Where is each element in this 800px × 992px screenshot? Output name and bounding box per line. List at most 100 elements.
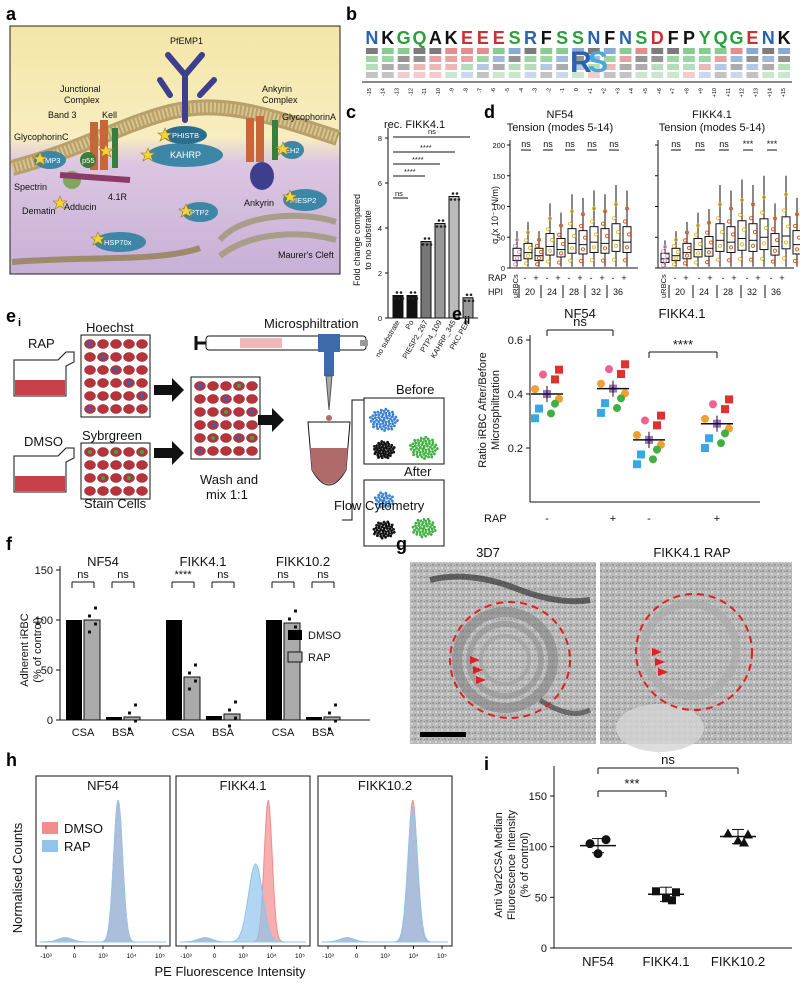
panel-d-box xyxy=(759,218,769,251)
histogram-frame xyxy=(175,775,311,947)
panel-eii-point xyxy=(597,379,605,388)
panel-i-yticks: 0 50 100 150 xyxy=(529,791,554,955)
label-microsphiltration: Microsphiltration xyxy=(264,316,359,331)
panel-d-sig-left: ns xyxy=(565,139,575,149)
logo-letter: G xyxy=(730,28,744,48)
panel-d-box xyxy=(737,220,747,251)
legend-dmso-swatch xyxy=(288,630,302,640)
panel-f-xlabel: CSA xyxy=(272,727,295,739)
panel-eii-point xyxy=(531,385,539,394)
panel-f-sig: **** xyxy=(174,569,192,581)
label-piesp2: PIESP2 xyxy=(290,196,316,205)
panel-i-ytick: 150 xyxy=(529,791,547,803)
panel-d-rap-minus: - xyxy=(698,273,701,283)
sequence-logo: N K G Q A K E E E S R F S S N F N S D F P Y Q G E N KRS xyxy=(365,28,790,79)
label-maurers-cleft: Maurer's Cleft xyxy=(278,250,334,260)
histogram-curve xyxy=(39,799,166,943)
panel-f-ytick: 100 xyxy=(35,615,53,627)
label-hoechst: Hoechst xyxy=(86,320,134,335)
logo-tick: -3 xyxy=(533,88,539,93)
panel-h-ylabel: Normalised Counts xyxy=(10,822,25,933)
logo-letter: K xyxy=(381,28,394,48)
logo-tick: -4 xyxy=(519,88,525,93)
panel-eii-ylabel-1: Ratio iRBC After/Before xyxy=(477,352,489,468)
histogram-curve xyxy=(179,863,306,943)
panel-eii-sig-right: **** xyxy=(673,337,693,352)
cell-grid-sybrgreen xyxy=(80,442,151,500)
panel-c-title: rec. FIKK4.1 xyxy=(384,119,445,131)
panel-d-box xyxy=(567,228,577,254)
panel-b-letter: b xyxy=(346,4,357,24)
panel-d-sig-right: ns xyxy=(695,139,705,149)
panel-f-sig: ns xyxy=(317,569,329,581)
panel-c-bars xyxy=(392,192,475,319)
panel-d-box xyxy=(726,226,736,254)
histogram-xtick: -10³ xyxy=(40,953,52,960)
panel-d-letter: d xyxy=(484,102,495,122)
logo-letter: N xyxy=(619,28,632,48)
histogram-xtick: 10⁴ xyxy=(266,953,276,960)
panel-c-ytick: 0 xyxy=(378,314,382,323)
panel-c-xlabels: no substrate PoPIESP2_267PTP4_109KAHRP_34… xyxy=(373,319,471,361)
logo-letter-r: R xyxy=(570,46,592,79)
panel-eii-point xyxy=(617,370,625,379)
panel-eii-point xyxy=(597,408,605,417)
panel-f-ytick: 50 xyxy=(41,665,53,677)
panel-d-rap-plus: + xyxy=(755,273,760,283)
panel-d-ytick: 0 xyxy=(501,264,505,273)
logo-tick: -5 xyxy=(505,88,511,93)
panel-eii-rap-2: + xyxy=(610,513,616,525)
histogram-xtick: 10⁵ xyxy=(437,953,447,960)
kahrp-shape xyxy=(147,143,223,167)
panel-i-ytick: 50 xyxy=(535,892,547,904)
panel-b: b N K G Q A K E E E S R F S S N F N S D F P Y Q G E N KRS -15 -14 -1… xyxy=(346,4,792,97)
panel-d-ytick: 150 xyxy=(492,172,505,181)
logo-letter: K xyxy=(778,28,791,48)
panel-i-xlabel: FIKK4.1 xyxy=(643,954,690,969)
panel-d-sig-right: *** xyxy=(767,139,778,149)
panel-d-boxes xyxy=(512,175,800,268)
logo-tick: +3 xyxy=(615,88,621,94)
panel-eii-sig-left: ns xyxy=(573,314,587,329)
panel-f-sig: ns xyxy=(77,569,89,581)
logo-tick: -1 xyxy=(560,88,566,93)
label-wash-and: Wash and xyxy=(200,472,258,487)
panel-d-box xyxy=(792,230,800,255)
label-flow-cytometry: Flow Cytometry xyxy=(334,498,425,513)
panel-c-letter: c xyxy=(346,102,356,122)
panel-d-hpi: 32 xyxy=(747,287,757,297)
panel-h-letter: h xyxy=(6,750,17,770)
panel-eii-point xyxy=(653,421,661,430)
panel-d-title-left-1: NF54 xyxy=(547,109,574,121)
panel-i-ytick: 0 xyxy=(541,943,547,955)
panel-eii-point xyxy=(605,365,613,374)
panel-i-ytick: 100 xyxy=(529,842,547,854)
logo-letter: S xyxy=(572,28,584,48)
panel-d-yticks: 0 50 100 150 200 xyxy=(492,141,658,273)
histogram-title: FIKK4.1 xyxy=(220,778,267,793)
panel-i-sig-mid: *** xyxy=(624,776,639,791)
panel-d-title-right-1: FIKK4.1 xyxy=(692,109,732,121)
pfemp1-shape xyxy=(157,52,217,123)
panel-d-hpi: 24 xyxy=(699,287,709,297)
logo-tick: +15 xyxy=(781,88,787,97)
logo-tick: -2 xyxy=(546,88,552,93)
panel-f-group-title: FIKK10.2 xyxy=(276,554,330,569)
logo-letter: D xyxy=(651,28,664,48)
panel-c-sig-1: **** xyxy=(420,143,432,152)
label-junctional-complex: Complex xyxy=(64,95,100,105)
panel-eii-point xyxy=(621,360,629,369)
panel-d-rap-minus: - xyxy=(524,273,527,283)
panel-c-ytick: 2 xyxy=(378,269,382,278)
panel-eii-point xyxy=(709,400,717,409)
panel-h-xlabel: PE Fluorescence Intensity xyxy=(154,964,306,979)
panel-eii-ytick: 0.2 xyxy=(508,443,523,455)
panel-i-point xyxy=(723,828,733,838)
panel-f-letter: f xyxy=(6,534,13,554)
legend-dmso-h: DMSO xyxy=(64,821,103,836)
panel-eii-point xyxy=(531,414,539,423)
logo-letter: N xyxy=(762,28,775,48)
panel-i-xlabel: NF54 xyxy=(582,954,614,969)
panel-c-sig-3: **** xyxy=(404,167,416,176)
panel-f-xlabel: CSA xyxy=(172,727,195,739)
